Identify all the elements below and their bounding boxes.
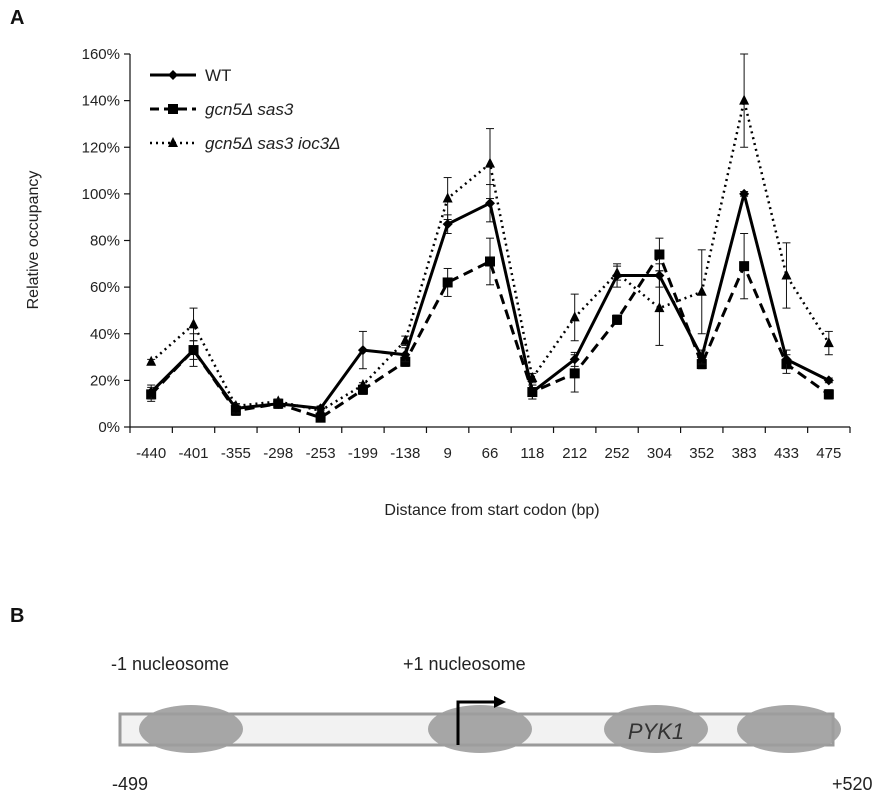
y-tick-label: 140% (82, 93, 120, 110)
y-tick-label: 60% (90, 279, 120, 296)
y-tick-labels: 0% 20% 40% 60% 80% 100% 120% 140% 160% (82, 46, 130, 436)
x-tick-label: -138 (390, 445, 420, 462)
data-point-diamond (781, 354, 792, 365)
data-point-square (823, 389, 834, 400)
x-tick-label: 352 (689, 445, 714, 462)
data-point-diamond (400, 349, 411, 360)
data-point-triangle (823, 337, 834, 348)
pyk1-gene-diagram: -1 nucleosome +1 nucleosome PYK1 -499 +5… (111, 654, 873, 794)
data-point-square (357, 384, 368, 395)
legend-item-gcn5-sas3: gcn5Δ sas3 (150, 100, 294, 119)
x-tick-label: 9 (443, 445, 451, 462)
data-point-square (612, 314, 623, 325)
data-point-square (654, 249, 665, 260)
y-tick-label: 120% (82, 139, 120, 156)
panel-a-label: A (10, 7, 24, 29)
y-axis-title: Relative occupancy (25, 171, 42, 310)
x-tick-label: -298 (263, 445, 293, 462)
x-tick-labels: -440 -401 -355 -298 -253 -199 -138 9 66 118 212 252… (129, 427, 851, 462)
legend-label-gcn5-sas3: gcn5Δ sas3 (205, 100, 294, 119)
data-point-triangle (654, 302, 665, 313)
x-tick-label: 66 (482, 445, 499, 462)
data-point-diamond (612, 270, 623, 281)
y-tick-label: 20% (90, 372, 120, 389)
data-point-diamond (739, 188, 750, 199)
minus1-nucleosome-ellipse (139, 705, 243, 753)
data-point-square (485, 256, 495, 267)
y-tick-label: 80% (90, 233, 120, 250)
series-0 (146, 184, 834, 414)
gene-name-label: PYK1 (628, 719, 684, 744)
data-point-triangle (696, 285, 707, 296)
data-point-diamond (273, 398, 284, 409)
data-point-diamond (527, 387, 538, 398)
data-point-triangle (739, 94, 750, 105)
data-point-diamond (823, 375, 834, 386)
data-point-diamond (315, 403, 326, 414)
x-tick-label: 118 (520, 445, 544, 462)
series-layer (146, 53, 834, 423)
minus1-nucleosome-label: -1 nucleosome (111, 654, 229, 674)
x-tick-label: 252 (605, 445, 630, 462)
data-point-square (442, 277, 453, 288)
x-tick-label: 433 (774, 445, 799, 462)
y-tick-label: 160% (82, 46, 120, 63)
y-tick-label: 40% (90, 326, 120, 343)
chart-legend: WT gcn5Δ sas3 gcn5Δ sas3 ioc3Δ (150, 66, 341, 153)
x-tick-label: -199 (348, 445, 378, 462)
x-axis-title: Distance from start codon (bp) (384, 502, 599, 519)
y-tick-label: 0% (98, 419, 120, 436)
transcription-start-arrow-icon (456, 696, 506, 745)
panel-b-label: B (10, 605, 24, 627)
end-coordinate-label: +520 (832, 774, 873, 794)
data-point-triangle (569, 311, 580, 322)
series-1 (146, 233, 834, 423)
x-tick-label: 475 (816, 445, 841, 462)
data-point-diamond (696, 352, 707, 363)
data-point-diamond (654, 270, 665, 281)
x-tick-label: 383 (732, 445, 757, 462)
x-tick-label: 304 (647, 445, 672, 462)
data-point-triangle (485, 157, 495, 168)
occupancy-line-chart: 0%20%40%60%80%100%120%140%160% -440 -401-… (25, 46, 851, 519)
data-point-triangle (188, 318, 199, 329)
data-point-diamond (146, 387, 157, 398)
plus1-nucleosome-label: +1 nucleosome (403, 654, 526, 674)
x-tick-label: -253 (306, 445, 336, 462)
series-line (150, 192, 830, 410)
legend-diamond-marker (168, 70, 178, 80)
nucleosome-ellipse-4 (737, 705, 841, 753)
data-point-triangle (146, 355, 157, 366)
data-point-square (739, 261, 750, 272)
data-point-diamond (230, 403, 241, 414)
data-point-diamond (188, 345, 199, 356)
legend-triangle-marker (168, 137, 178, 147)
data-point-diamond (357, 345, 368, 356)
data-point-diamond (442, 219, 453, 230)
data-point-square (315, 412, 326, 423)
data-point-diamond (485, 198, 495, 209)
data-point-triangle (781, 269, 792, 280)
legend-item-gcn5-sas3-ioc3: gcn5Δ sas3 ioc3Δ (150, 134, 341, 153)
nucleosome-ellipse-3 (604, 705, 708, 753)
x-tick-label: -440 (136, 445, 166, 462)
data-point-square (569, 368, 580, 379)
x-tick-label: -401 (179, 445, 209, 462)
y-tick-label: 100% (82, 186, 120, 203)
start-coordinate-label: -499 (112, 774, 148, 794)
x-tick-label: -355 (221, 445, 251, 462)
legend-item-wt: WT (150, 66, 231, 85)
x-tick-label: 212 (562, 445, 587, 462)
legend-label-wt: WT (205, 66, 231, 85)
legend-square-marker (168, 104, 178, 114)
plus1-nucleosome-ellipse (428, 705, 532, 753)
data-point-triangle (442, 192, 453, 203)
data-point-diamond (569, 354, 580, 365)
legend-label-gcn5-sas3-ioc3: gcn5Δ sas3 ioc3Δ (205, 134, 341, 153)
